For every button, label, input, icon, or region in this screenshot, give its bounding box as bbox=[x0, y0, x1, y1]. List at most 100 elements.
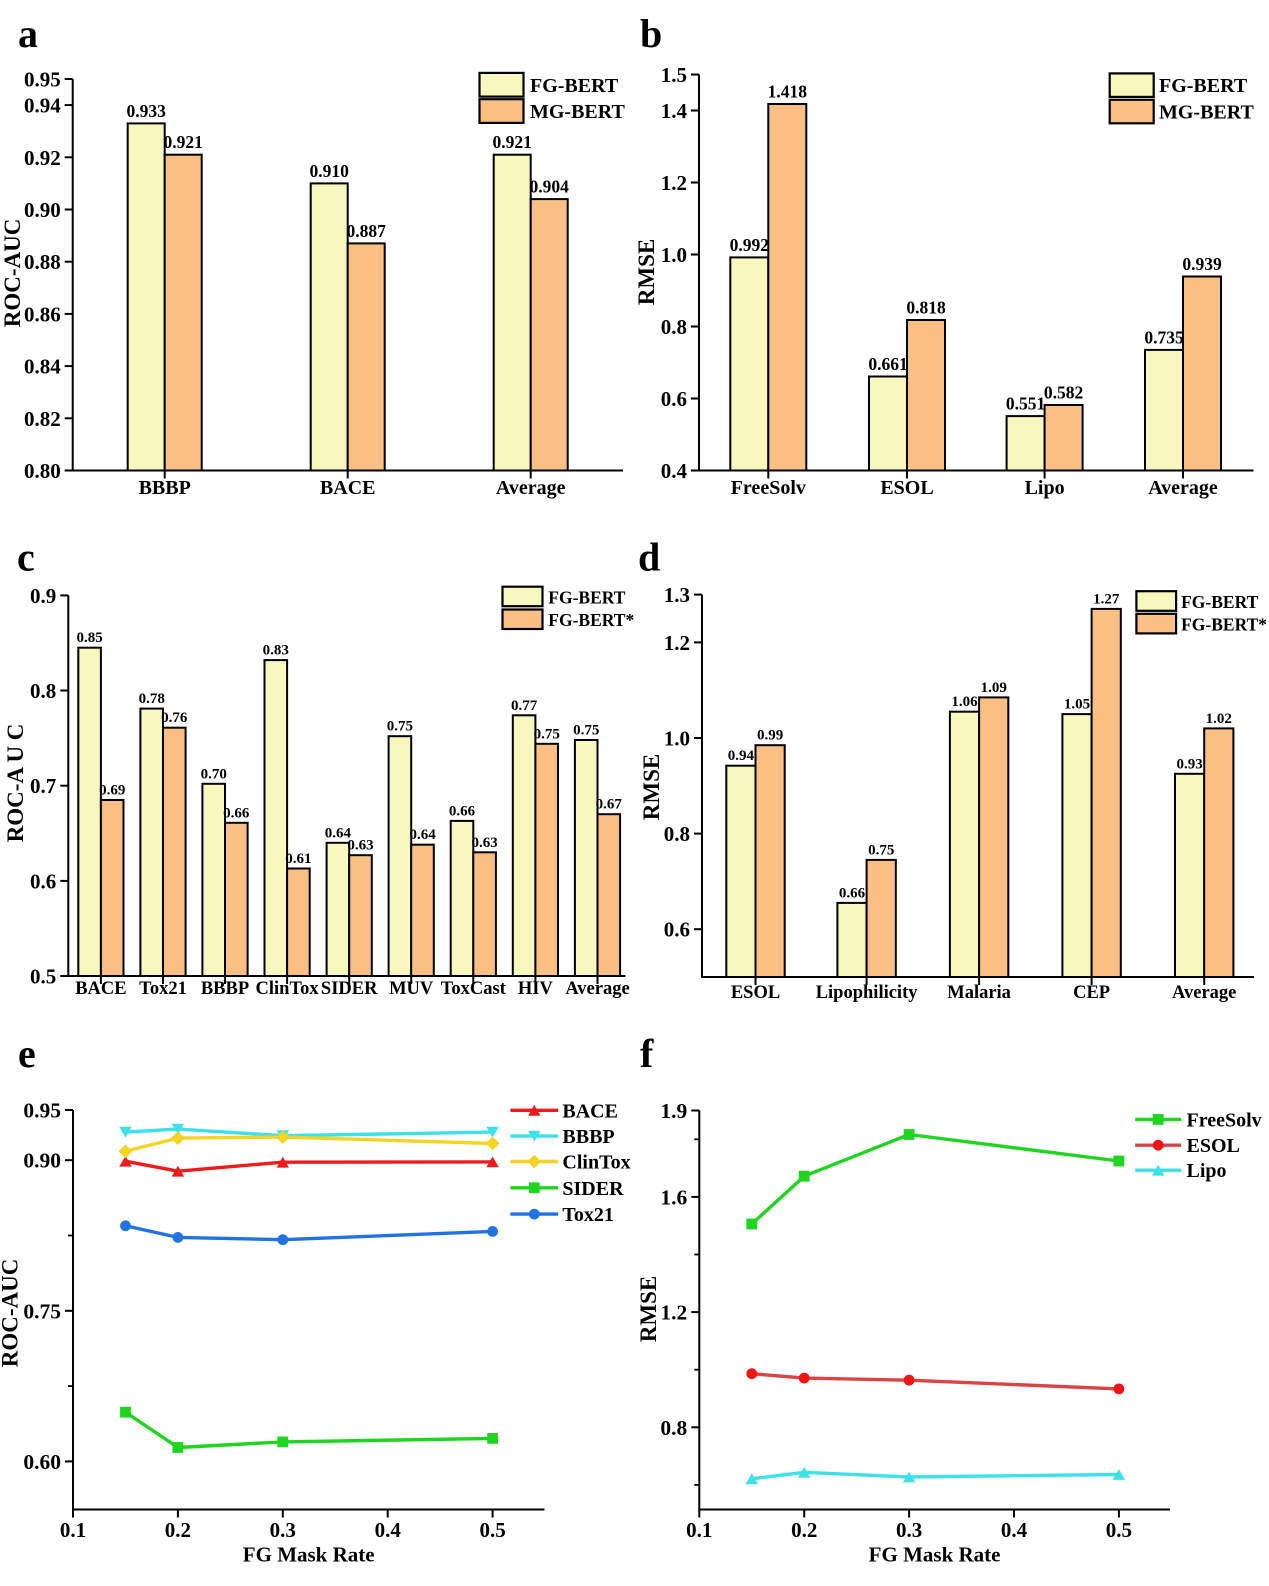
svg-text:0.4: 0.4 bbox=[375, 1518, 402, 1542]
svg-text:RMSE: RMSE bbox=[634, 239, 659, 305]
svg-text:Average: Average bbox=[1148, 477, 1218, 499]
svg-text:Lipo: Lipo bbox=[1025, 477, 1065, 499]
svg-text:SIDER: SIDER bbox=[321, 979, 378, 999]
svg-text:0.60: 0.60 bbox=[23, 1450, 61, 1474]
svg-text:Average: Average bbox=[1172, 983, 1236, 1003]
svg-text:FG-BERT*: FG-BERT* bbox=[1181, 615, 1267, 635]
svg-text:BBBP: BBBP bbox=[139, 477, 191, 499]
svg-text:0.90: 0.90 bbox=[24, 198, 61, 222]
svg-text:ROC-AUC: ROC-AUC bbox=[0, 1259, 23, 1368]
svg-text:0.92: 0.92 bbox=[24, 146, 61, 170]
svg-text:0.735: 0.735 bbox=[1144, 327, 1184, 347]
svg-text:RMSE: RMSE bbox=[639, 754, 664, 820]
svg-text:0.80: 0.80 bbox=[24, 459, 61, 483]
svg-text:0.82: 0.82 bbox=[24, 407, 61, 431]
svg-text:1.6: 1.6 bbox=[660, 1185, 687, 1209]
svg-text:0.992: 0.992 bbox=[730, 235, 769, 255]
svg-text:1.418: 1.418 bbox=[768, 82, 808, 102]
svg-text:d: d bbox=[638, 535, 660, 580]
svg-text:0.95: 0.95 bbox=[24, 68, 61, 92]
svg-text:0.77: 0.77 bbox=[511, 698, 538, 714]
svg-text:1.0: 1.0 bbox=[664, 727, 690, 751]
svg-text:0.99: 0.99 bbox=[757, 728, 783, 744]
svg-text:FG-BERT: FG-BERT bbox=[530, 75, 619, 97]
svg-text:0.90: 0.90 bbox=[23, 1149, 61, 1173]
svg-text:0.8: 0.8 bbox=[660, 1416, 687, 1440]
svg-text:ToxCast: ToxCast bbox=[441, 979, 507, 999]
svg-text:0.551: 0.551 bbox=[1006, 394, 1045, 414]
svg-text:RMSE: RMSE bbox=[636, 1276, 661, 1342]
svg-text:c: c bbox=[17, 535, 35, 580]
svg-text:Lipophilicity: Lipophilicity bbox=[816, 983, 919, 1003]
svg-text:FG Mask Rate: FG Mask Rate bbox=[869, 1543, 1001, 1567]
svg-text:Tox21: Tox21 bbox=[562, 1204, 614, 1226]
svg-text:0.75: 0.75 bbox=[23, 1299, 61, 1323]
svg-text:MG-BERT: MG-BERT bbox=[530, 101, 626, 123]
svg-text:1.09: 1.09 bbox=[981, 680, 1007, 696]
svg-text:1.27: 1.27 bbox=[1093, 591, 1120, 607]
svg-text:1.9: 1.9 bbox=[660, 1099, 687, 1123]
svg-text:1.05: 1.05 bbox=[1064, 697, 1090, 713]
svg-text:0.887: 0.887 bbox=[347, 221, 387, 241]
svg-text:Average: Average bbox=[565, 979, 629, 999]
svg-text:0.3: 0.3 bbox=[270, 1518, 296, 1542]
svg-text:0.939: 0.939 bbox=[1182, 254, 1222, 274]
svg-text:0.8: 0.8 bbox=[661, 315, 687, 339]
svg-text:0.6: 0.6 bbox=[30, 869, 56, 893]
svg-text:BACE: BACE bbox=[75, 979, 126, 999]
svg-text:0.9: 0.9 bbox=[30, 584, 56, 608]
svg-text:0.61: 0.61 bbox=[285, 851, 311, 867]
svg-text:0.67: 0.67 bbox=[596, 797, 623, 813]
svg-text:0.66: 0.66 bbox=[223, 805, 250, 821]
svg-text:ESOL: ESOL bbox=[731, 983, 780, 1003]
svg-text:0.7: 0.7 bbox=[30, 774, 56, 798]
svg-text:1.2: 1.2 bbox=[660, 1301, 687, 1325]
svg-text:1.2: 1.2 bbox=[664, 631, 690, 655]
svg-text:0.94: 0.94 bbox=[24, 94, 61, 118]
svg-text:FG-BERT: FG-BERT bbox=[1181, 592, 1258, 612]
svg-text:0.75: 0.75 bbox=[868, 842, 894, 858]
svg-text:0.1: 0.1 bbox=[686, 1518, 712, 1542]
svg-text:a: a bbox=[18, 11, 38, 56]
svg-text:BACE: BACE bbox=[562, 1100, 618, 1122]
svg-text:0.2: 0.2 bbox=[791, 1518, 817, 1542]
svg-text:Tox21: Tox21 bbox=[139, 979, 187, 999]
svg-text:0.88: 0.88 bbox=[24, 250, 61, 274]
svg-text:Malaria: Malaria bbox=[947, 983, 1011, 1003]
svg-text:0.69: 0.69 bbox=[99, 783, 125, 799]
svg-text:0.4: 0.4 bbox=[1001, 1518, 1028, 1542]
svg-text:0.85: 0.85 bbox=[76, 630, 102, 646]
svg-text:0.66: 0.66 bbox=[839, 885, 866, 901]
svg-text:b: b bbox=[640, 11, 662, 56]
svg-text:ESOL: ESOL bbox=[880, 477, 933, 499]
svg-text:0.64: 0.64 bbox=[409, 827, 436, 843]
svg-text:0.5: 0.5 bbox=[479, 1518, 505, 1542]
svg-text:0.6: 0.6 bbox=[664, 918, 690, 942]
svg-text:0.818: 0.818 bbox=[906, 298, 946, 318]
svg-text:MG-BERT: MG-BERT bbox=[1159, 102, 1255, 124]
svg-text:0.75: 0.75 bbox=[387, 719, 413, 735]
svg-text:FG Mask Rate: FG Mask Rate bbox=[243, 1543, 375, 1567]
svg-text:0.66: 0.66 bbox=[449, 803, 476, 819]
svg-text:0.6: 0.6 bbox=[661, 387, 687, 411]
svg-text:FG-BERT: FG-BERT bbox=[1159, 75, 1248, 97]
svg-text:0.910: 0.910 bbox=[310, 161, 350, 181]
svg-text:HIV: HIV bbox=[518, 979, 554, 999]
svg-text:ROC-A U C: ROC-A U C bbox=[3, 724, 28, 843]
svg-text:0.64: 0.64 bbox=[325, 825, 352, 841]
svg-text:CEP: CEP bbox=[1073, 983, 1110, 1003]
svg-text:0.582: 0.582 bbox=[1044, 383, 1083, 403]
svg-text:1.4: 1.4 bbox=[661, 99, 688, 123]
svg-text:0.70: 0.70 bbox=[201, 766, 227, 782]
svg-text:0.8: 0.8 bbox=[30, 679, 56, 703]
svg-text:0.76: 0.76 bbox=[161, 710, 188, 726]
svg-text:1.02: 1.02 bbox=[1206, 711, 1232, 727]
svg-text:ESOL: ESOL bbox=[1187, 1135, 1240, 1157]
svg-text:SIDER: SIDER bbox=[562, 1178, 624, 1200]
svg-text:1.06: 1.06 bbox=[951, 694, 978, 710]
svg-text:FG-BERT*: FG-BERT* bbox=[548, 610, 634, 630]
svg-text:0.94: 0.94 bbox=[728, 748, 755, 764]
svg-text:BBBP: BBBP bbox=[562, 1126, 614, 1148]
svg-text:0.1: 0.1 bbox=[60, 1518, 86, 1542]
svg-text:0.5: 0.5 bbox=[30, 965, 56, 989]
